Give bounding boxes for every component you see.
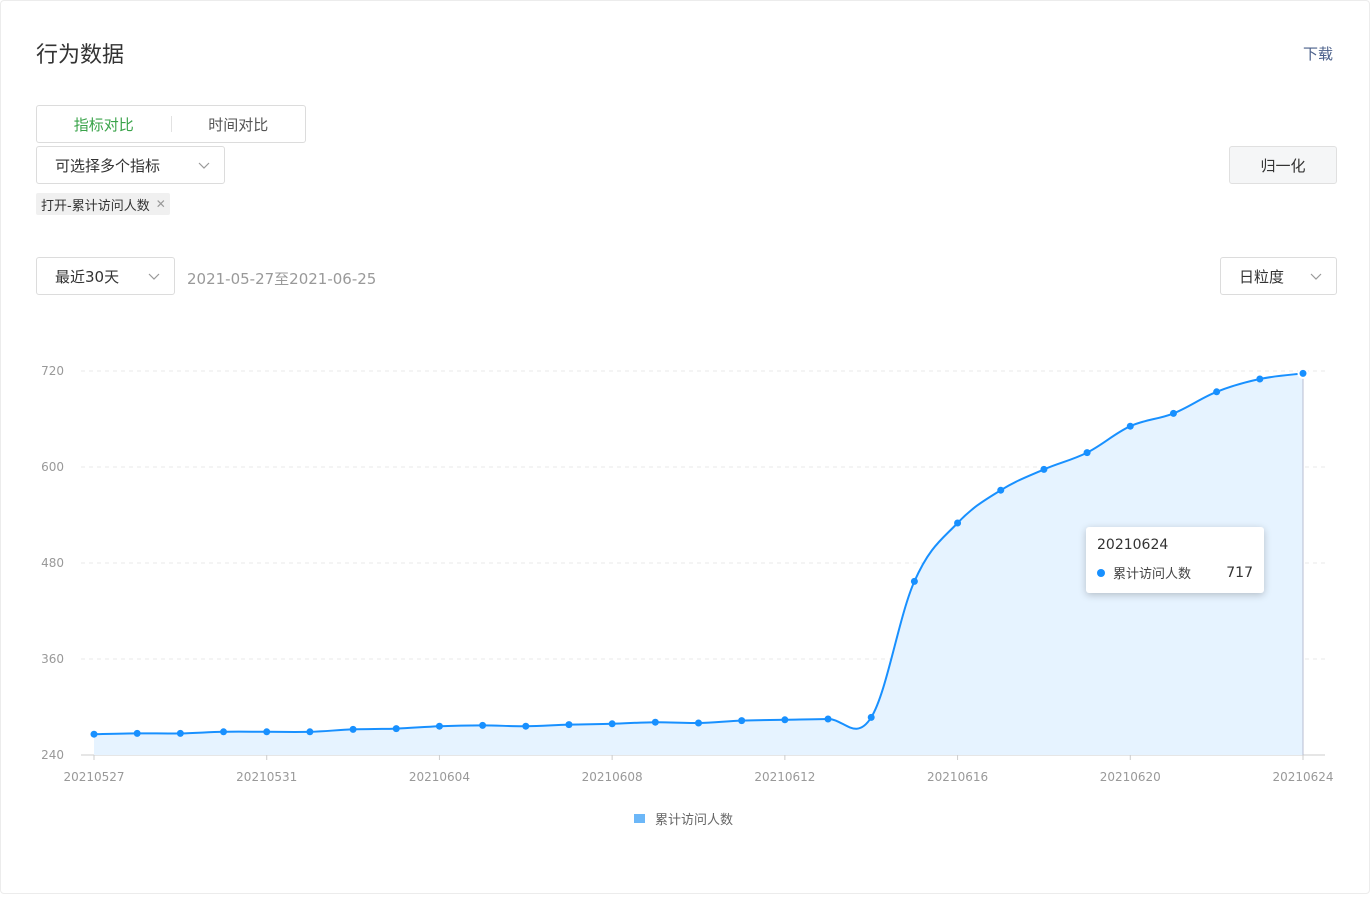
y-tick-label: 240: [41, 748, 64, 762]
chart-legend-item[interactable]: 累计访问人数: [634, 809, 733, 828]
date-range-select[interactable]: 最近30天: [36, 257, 175, 295]
x-tick-label: 20210527: [63, 770, 124, 784]
tab-time-compare[interactable]: 时间对比: [208, 115, 269, 134]
x-tick-label: 20210604: [409, 770, 470, 784]
data-point: [867, 713, 875, 721]
data-point: [824, 715, 832, 723]
tooltip-value: 717: [1226, 564, 1253, 581]
page-title: 行为数据: [36, 43, 125, 68]
tooltip-date: 20210624: [1097, 537, 1169, 553]
normalize-button[interactable]: 归一化: [1229, 146, 1337, 184]
legend-label: 累计访问人数: [655, 813, 734, 828]
data-point: [695, 719, 702, 727]
x-tick-label: 20210620: [1100, 770, 1161, 784]
y-tick-label: 720: [41, 364, 64, 378]
data-point: [263, 728, 271, 736]
data-point: [1083, 449, 1091, 457]
x-tick-label: 20210624: [1272, 770, 1333, 784]
data-point: [1126, 422, 1134, 430]
selected-metric-tag: 打开-累计访问人数 ✕: [36, 193, 170, 215]
download-link[interactable]: 下载: [1302, 45, 1333, 63]
data-point: [997, 486, 1005, 494]
data-point: [392, 725, 400, 733]
data-point: [522, 722, 530, 730]
chart-tooltip: 20210624 累计访问人数 717: [1086, 527, 1264, 593]
data-point: [176, 729, 184, 737]
data-point: [608, 720, 616, 728]
tab-metric-compare[interactable]: 指标对比: [73, 115, 134, 134]
series-area: [94, 373, 1303, 755]
series-line: [93, 372, 1304, 736]
data-point: [1040, 465, 1048, 473]
data-point: [565, 721, 573, 729]
metric-select[interactable]: 可选择多个指标: [36, 146, 225, 184]
x-tick-label: 20210616: [927, 770, 988, 784]
chevron-down-icon: [148, 273, 160, 280]
chevron-down-icon: [1310, 273, 1322, 280]
date-range-text: 2021-05-27至2021-06-25: [187, 270, 377, 288]
y-tick-label: 360: [41, 652, 64, 666]
date-range-select-value: 最近30天: [55, 267, 120, 286]
metric-select-placeholder: 可选择多个指标: [55, 156, 161, 175]
data-point: [1297, 367, 1309, 379]
data-point: [738, 717, 746, 725]
data-point: [133, 729, 141, 737]
data-point: [954, 519, 962, 527]
data-point: [781, 716, 789, 724]
x-tick-label: 20210612: [754, 770, 815, 784]
granularity-select-value: 日粒度: [1239, 267, 1285, 286]
data-point: [349, 725, 357, 733]
data-point: [90, 730, 98, 738]
data-point: [1213, 388, 1221, 396]
tab-divider: [170, 116, 172, 132]
y-tick-label: 480: [41, 556, 64, 570]
x-tick-label: 20210608: [582, 770, 643, 784]
y-tick-label: 600: [41, 460, 64, 474]
series-dot-icon: [1097, 568, 1105, 577]
tag-label: 打开-累计访问人数: [41, 198, 150, 214]
tooltip-row: 累计访问人数 717: [1097, 563, 1253, 582]
tooltip-series-name: 累计访问人数: [1113, 567, 1192, 582]
chevron-down-icon: [198, 162, 210, 169]
data-point: [1256, 375, 1264, 383]
data-point: [435, 722, 443, 730]
data-point: [651, 718, 659, 726]
legend-swatch-icon: [634, 814, 645, 823]
data-point: [220, 728, 228, 736]
data-point: [1169, 409, 1177, 417]
granularity-select[interactable]: 日粒度: [1220, 257, 1337, 295]
x-tick-label: 20210531: [236, 770, 297, 784]
compare-mode-toggle: 指标对比 时间对比: [36, 105, 306, 143]
data-point: [910, 577, 918, 585]
data-point: [479, 721, 487, 729]
data-point: [306, 728, 314, 736]
line-chart: 240 360 480 600 720 20210527 20210531 20210604 2…: [41, 364, 1333, 784]
close-icon[interactable]: ✕: [155, 197, 166, 211]
